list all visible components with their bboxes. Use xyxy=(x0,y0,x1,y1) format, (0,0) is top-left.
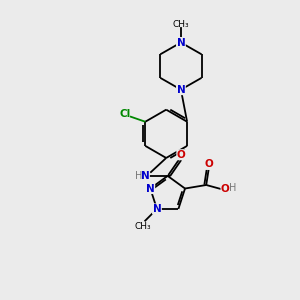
Text: H: H xyxy=(135,171,142,181)
Text: H: H xyxy=(229,183,236,193)
Text: N: N xyxy=(146,184,155,194)
Text: N: N xyxy=(176,85,185,94)
Text: O: O xyxy=(221,184,230,194)
Text: N: N xyxy=(153,204,161,214)
Text: O: O xyxy=(177,150,186,160)
Text: CH₃: CH₃ xyxy=(172,20,189,29)
Text: CH₃: CH₃ xyxy=(135,222,152,231)
Text: N: N xyxy=(141,171,149,181)
Text: O: O xyxy=(204,159,213,170)
Text: Cl: Cl xyxy=(119,110,130,119)
Text: N: N xyxy=(176,38,185,47)
